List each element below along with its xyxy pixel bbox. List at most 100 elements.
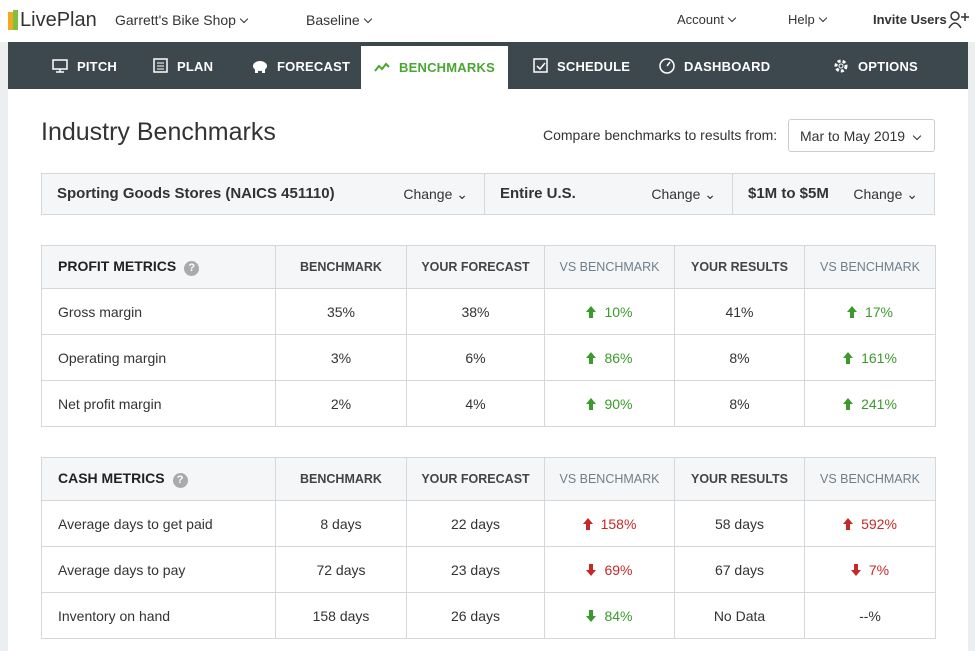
filter-change[interactable]: Change ⌄ bbox=[403, 186, 468, 202]
cell: 35% bbox=[275, 288, 407, 335]
logo-icon bbox=[8, 10, 18, 30]
page-title: Industry Benchmarks bbox=[41, 118, 276, 146]
company: Garrett's Bike Shop bbox=[115, 12, 236, 28]
filter-label: Sporting Goods Stores (NAICS 451110) bbox=[57, 185, 335, 202]
col-header: BENCHMARK bbox=[275, 245, 407, 289]
vs-value: 592% bbox=[861, 515, 897, 532]
title-text: PROFIT METRICS bbox=[58, 258, 177, 274]
filter-bar: Sporting Goods Stores (NAICS 451110) Chan… bbox=[41, 173, 935, 215]
header-row: CASH METRICS? BENCHMARK YOUR FORECAST VS BE… bbox=[41, 457, 936, 501]
cell: No Data bbox=[674, 592, 805, 639]
help-icon[interactable]: ? bbox=[172, 473, 188, 488]
logo: LivePlan bbox=[20, 9, 97, 31]
row: Inventory on hand 158 days 26 days 84% No Da… bbox=[41, 592, 936, 639]
row: Average days to pay 72 days 23 days 69% 67 d… bbox=[41, 546, 936, 593]
nav-label: FORECAST bbox=[277, 59, 351, 74]
cell: 22 days bbox=[406, 500, 545, 547]
icon bbox=[533, 58, 548, 73]
nav-label: DASHBOARD bbox=[684, 59, 771, 74]
change-text: Change bbox=[651, 186, 701, 202]
icon bbox=[659, 57, 675, 74]
nav-tab[interactable]: PLAN bbox=[153, 42, 213, 89]
col-header: BENCHMARK bbox=[275, 457, 407, 501]
nav-tab[interactable]: FORECAST bbox=[251, 42, 350, 89]
vs-value: 158% bbox=[600, 515, 637, 532]
icon bbox=[834, 59, 848, 73]
scenario-menu[interactable]: Baseline bbox=[306, 12, 372, 28]
filter-change[interactable]: Change ⌄ bbox=[651, 186, 716, 202]
filter-label: $1M to $5M bbox=[748, 185, 829, 202]
metric: Average days to get paid bbox=[41, 500, 276, 547]
col-header: VS BENCHMARK bbox=[544, 457, 675, 501]
company-menu[interactable]: Garrett's Bike Shop bbox=[115, 12, 249, 28]
vs-cell: 10% bbox=[544, 288, 675, 335]
cell: 6% bbox=[406, 334, 545, 381]
metric: Inventory on hand bbox=[41, 592, 276, 639]
filter: Sporting Goods Stores (NAICS 451110) Chan… bbox=[42, 174, 485, 214]
invite-users[interactable]: Invite Users bbox=[873, 12, 947, 27]
vs-value: 7% bbox=[868, 561, 890, 578]
vs-cell: 241% bbox=[804, 380, 936, 427]
cell: 158 days bbox=[275, 592, 407, 639]
filter: $1M to $5M Change ⌄ bbox=[733, 174, 934, 214]
cell: 38% bbox=[406, 288, 545, 335]
account-menu[interactable]: Account bbox=[677, 12, 737, 27]
cell: 23 days bbox=[406, 546, 545, 593]
vs-value: 90% bbox=[604, 395, 633, 412]
metric: Net profit margin bbox=[41, 380, 276, 427]
col-header: YOUR RESULTS bbox=[674, 245, 805, 289]
header-row: PROFIT METRICS? BENCHMARK YOUR FORECAST VS … bbox=[41, 245, 936, 289]
vs-cell: 161% bbox=[804, 334, 936, 381]
vs-value: 17% bbox=[864, 303, 894, 320]
nav-label: PITCH bbox=[77, 59, 117, 74]
help-menu[interactable]: Help bbox=[788, 12, 827, 27]
nav-tab-active[interactable]: BENCHMARKS bbox=[361, 46, 508, 89]
row: Net profit margin 2% 4% 90% 8% 241% bbox=[41, 380, 936, 427]
nav-bar: PITCH PLAN FORECAST BENCHMARKS SCHEDULE … bbox=[8, 42, 968, 89]
col-header: VS BENCHMARK bbox=[544, 245, 675, 289]
vs-value: --% bbox=[859, 607, 881, 624]
nav-tab[interactable]: SCHEDULE bbox=[533, 42, 630, 89]
vs-value: 161% bbox=[861, 349, 897, 366]
nav-label: OPTIONS bbox=[858, 59, 918, 74]
vs-cell: 17% bbox=[804, 288, 936, 335]
row: Average days to get paid 8 days 22 days 158… bbox=[41, 500, 936, 547]
cell: 67 days bbox=[674, 546, 805, 593]
icon bbox=[374, 62, 390, 72]
cell: 26 days bbox=[406, 592, 545, 639]
table-title: CASH METRICS? bbox=[41, 457, 276, 501]
cell: 3% bbox=[275, 334, 407, 381]
vs-cell: 69% bbox=[544, 546, 675, 593]
vs-value: 241% bbox=[861, 395, 897, 412]
icon bbox=[153, 58, 168, 73]
vs-cell: 592% bbox=[804, 500, 936, 547]
period: Mar to May 2019 bbox=[800, 128, 906, 144]
help-icon[interactable]: ? bbox=[184, 261, 200, 276]
nav-tab[interactable]: OPTIONS bbox=[833, 42, 918, 89]
col-header: YOUR RESULTS bbox=[674, 457, 805, 501]
nav-tab[interactable]: DASHBOARD bbox=[659, 42, 770, 89]
col-header: VS BENCHMARK bbox=[804, 245, 936, 289]
nav-label: PLAN bbox=[177, 59, 214, 74]
row: Operating margin 3% 6% 86% 8% 161% bbox=[41, 334, 936, 381]
nav-label: BENCHMARKS bbox=[399, 60, 495, 75]
period-select[interactable]: Mar to May 2019 bbox=[788, 119, 935, 152]
vs-cell: 7% bbox=[804, 546, 936, 593]
col-header: YOUR FORECAST bbox=[406, 245, 545, 289]
cash-table: CASH METRICS? BENCHMARK YOUR FORECAST VS BE… bbox=[41, 457, 936, 639]
top-bar: LivePlan Garrett's Bike Shop Baseline Ac… bbox=[0, 0, 975, 42]
cell: 8% bbox=[674, 380, 805, 427]
change-text: Change bbox=[403, 186, 453, 202]
vs-cell: 90% bbox=[544, 380, 675, 427]
metric: Average days to pay bbox=[41, 546, 276, 593]
filter-change[interactable]: Change ⌄ bbox=[853, 186, 918, 202]
metric: Gross margin bbox=[41, 288, 276, 335]
cell: 41% bbox=[674, 288, 805, 335]
nav-tab[interactable]: PITCH bbox=[52, 42, 117, 89]
cell: 2% bbox=[275, 380, 407, 427]
cell: 8% bbox=[674, 334, 805, 381]
row: Gross margin 35% 38% 10% 41% 17% bbox=[41, 288, 936, 335]
vs-cell: --% bbox=[804, 592, 936, 639]
account: Account bbox=[677, 12, 724, 27]
help: Help bbox=[788, 12, 815, 27]
